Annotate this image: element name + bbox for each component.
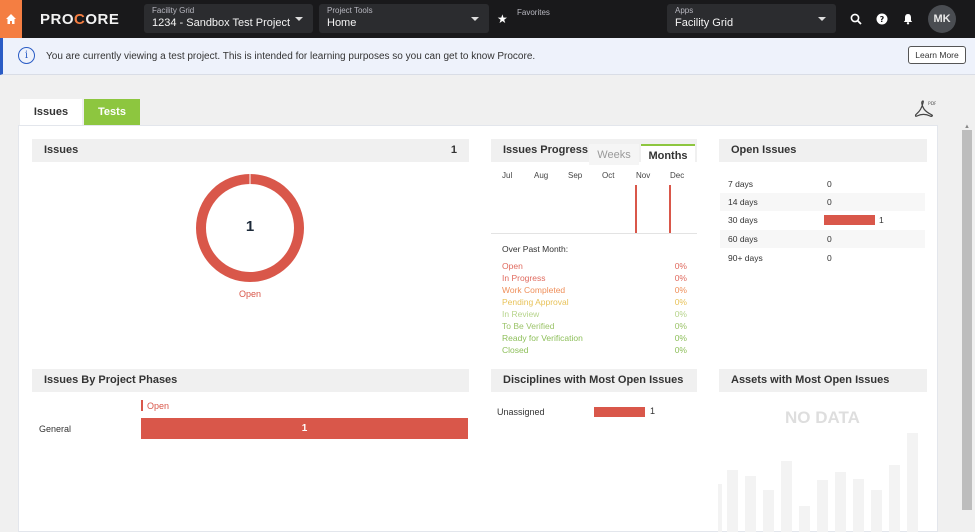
bell-icon: [903, 14, 913, 25]
phase-legend-open[interactable]: Open: [147, 401, 170, 411]
progress-bar-nov[interactable]: [635, 185, 637, 233]
issues-count: 1: [450, 144, 457, 156]
help-button[interactable]: ?: [874, 11, 890, 27]
home-button[interactable]: [0, 0, 22, 38]
placeholder-bar: [745, 476, 756, 532]
favorites-label: Favorites: [517, 8, 550, 17]
project-selector-label: Facility Grid: [152, 6, 195, 15]
apps-selector-value: Facility Grid: [675, 17, 734, 29]
placeholder-bar: [718, 484, 722, 532]
month-label: Oct: [602, 171, 615, 180]
project-selector[interactable]: Facility Grid 1234 - Sandbox Test Projec…: [144, 4, 313, 33]
star-icon: ★: [497, 12, 508, 26]
status-row-in-progress: In Progress 0%: [502, 273, 687, 283]
tab-months[interactable]: Months: [641, 144, 695, 165]
home-icon: [6, 14, 16, 24]
disciplines-card-title: Disciplines with Most Open Issues: [503, 374, 684, 386]
month-label: Dec: [670, 171, 685, 180]
placeholder-bar: [853, 479, 864, 532]
donut-total: 1: [245, 218, 255, 235]
tab-tests[interactable]: Tests: [84, 99, 140, 125]
tab-issues[interactable]: Issues: [20, 99, 82, 125]
svg-text:?: ?: [880, 15, 885, 24]
open-issues-row: 60 days 0: [720, 230, 925, 248]
phases-card-header: Issues By Project Phases: [32, 369, 469, 392]
placeholder-bar: [907, 433, 918, 532]
scroll-up-arrow-icon[interactable]: ▲: [964, 124, 970, 130]
chevron-down-icon: [818, 17, 826, 21]
chevron-down-icon: [471, 17, 479, 21]
status-row-pending-approval: Pending Approval 0%: [502, 297, 687, 307]
month-label: Sep: [568, 171, 583, 180]
placeholder-bar: [889, 465, 900, 532]
pdf-icon: PDF: [914, 100, 937, 117]
status-row-closed: Closed 0%: [502, 345, 687, 355]
phase-bar-general[interactable]: 1: [141, 418, 468, 439]
apps-selector[interactable]: Apps Facility Grid: [667, 4, 836, 33]
issues-card-title: Issues: [44, 144, 79, 156]
open-issues-header: Open Issues: [719, 139, 927, 162]
status-row-ready-for-verification: Ready for Verification 0%: [502, 333, 687, 343]
discipline-value-unassigned: 1: [650, 406, 656, 416]
open-issues-row: 90+ days 0: [728, 253, 832, 263]
progress-axis-line: [491, 233, 697, 234]
chevron-down-icon: [295, 17, 303, 21]
tab-weeks[interactable]: Weeks: [589, 144, 639, 165]
apps-selector-label: Apps: [675, 6, 694, 15]
discipline-label-unassigned: Unassigned: [497, 407, 545, 417]
month-label: Jul: [502, 171, 513, 180]
procore-logo[interactable]: PROCORE: [40, 11, 120, 28]
help-icon: ?: [876, 13, 888, 25]
phase-label-general: General: [39, 424, 72, 434]
open-issues-title: Open Issues: [731, 144, 797, 156]
banner-message: You are currently viewing a test project…: [46, 51, 536, 62]
status-row-to-be-verified: To Be Verified 0%: [502, 321, 687, 331]
status-row-work-completed: Work Completed 0%: [502, 285, 687, 295]
issues-donut-chart[interactable]: [196, 174, 304, 282]
legend-marker: [141, 400, 143, 411]
info-icon: i: [18, 47, 35, 64]
no-data-message: NO DATA: [785, 408, 860, 427]
placeholder-bar: [781, 461, 792, 532]
export-pdf-button[interactable]: PDF: [912, 97, 937, 121]
placeholder-bar: [727, 470, 738, 532]
notifications-button[interactable]: [900, 11, 916, 27]
discipline-bar-unassigned[interactable]: [594, 407, 645, 417]
assets-card-header: Assets with Most Open Issues: [719, 369, 927, 392]
open-issues-bar-30-days[interactable]: [824, 215, 875, 225]
user-avatar[interactable]: MK: [928, 5, 956, 33]
issues-progress-title: Issues Progress: [503, 144, 588, 156]
test-project-banner: i You are currently viewing a test proje…: [0, 38, 975, 75]
placeholder-bar: [871, 490, 882, 532]
donut-legend-open[interactable]: Open: [238, 289, 262, 299]
status-row-open: Open 0%: [502, 261, 687, 271]
over-past-month-label: Over Past Month:: [502, 244, 569, 254]
progress-bar-dec[interactable]: [669, 185, 671, 233]
svg-text:PDF: PDF: [928, 101, 936, 107]
month-label: Aug: [534, 171, 549, 180]
top-navigation-bar: PROCORE Facility Grid 1234 - Sandbox Tes…: [0, 0, 975, 38]
project-selector-value: 1234 - Sandbox Test Project: [152, 17, 290, 29]
project-tools-selector[interactable]: Project Tools Home: [319, 4, 489, 33]
placeholder-bar: [763, 490, 774, 532]
issues-card-header: Issues 1: [32, 139, 469, 162]
search-button[interactable]: [848, 11, 864, 27]
placeholder-bar: [817, 480, 828, 532]
phases-card-title: Issues By Project Phases: [44, 374, 178, 386]
disciplines-card-header: Disciplines with Most Open Issues: [491, 369, 697, 392]
status-row-in-review: In Review 0%: [502, 309, 687, 319]
open-issues-row[interactable]: 30 days 1: [728, 215, 884, 225]
month-label: Nov: [636, 171, 651, 180]
search-icon: [850, 13, 862, 25]
vertical-scrollbar-thumb[interactable]: [962, 130, 972, 510]
open-issues-row: 14 days 0: [720, 193, 925, 211]
placeholder-bar: [835, 472, 846, 532]
project-tools-value: Home: [327, 17, 357, 29]
project-tools-label: Project Tools: [327, 6, 373, 15]
placeholder-bar: [799, 506, 810, 532]
open-issues-row: 7 days 0: [728, 179, 832, 189]
learn-more-button[interactable]: Learn More: [908, 46, 966, 64]
assets-card-title: Assets with Most Open Issues: [731, 374, 890, 386]
